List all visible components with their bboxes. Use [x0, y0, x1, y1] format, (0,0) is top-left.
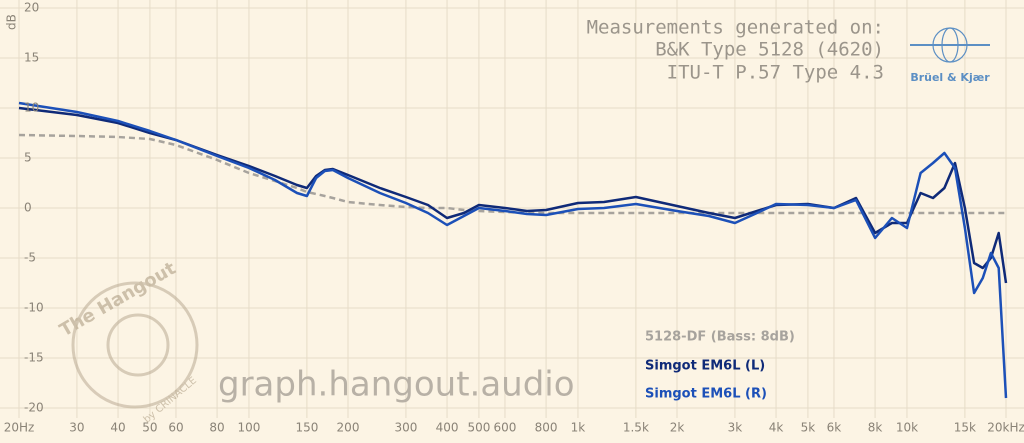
x-tick-label: 80: [209, 421, 224, 435]
y-tick-label: 10: [24, 101, 39, 115]
logo-ring: [71, 281, 199, 409]
y-tick-label: 5: [24, 151, 32, 165]
x-tick-label: 20Hz: [4, 421, 35, 435]
lines: [18, 101, 1008, 399]
x-tick-label: 1.5k: [623, 421, 649, 435]
legend-label: Simgot EM6L (R): [645, 387, 767, 402]
annotation: Measurements generated on:: [587, 17, 884, 39]
watermark: graph.hangout.audio: [218, 365, 575, 405]
series-line: [18, 106, 1008, 284]
y-tick-label: -20: [24, 401, 44, 415]
y-tick-label: -10: [24, 301, 44, 315]
x-tick-label: 300: [394, 421, 417, 435]
legend-label: Simgot EM6L (L): [645, 359, 765, 374]
x-tick-label: 4k: [769, 421, 784, 435]
x-tick-label: 15k: [954, 421, 976, 435]
x-tick-label: 800: [535, 421, 558, 435]
x-tick-label: 100: [238, 421, 261, 435]
x-tick-label: 150: [295, 421, 318, 435]
x-tick-label: 50: [142, 421, 157, 435]
x-tick-label: 30: [69, 421, 84, 435]
y-tick-label: 15: [24, 51, 39, 65]
x-tick-label: 600: [494, 421, 517, 435]
x-tick-label: 400: [436, 421, 459, 435]
x-tick-label: 2k: [670, 421, 685, 435]
brand: Brüel & Kjær: [910, 71, 990, 84]
x-tick-label: 500: [467, 421, 490, 435]
bk-logo: [910, 27, 990, 63]
y-axis-label: dB: [5, 14, 19, 30]
legend: 5128-DF (Bass: 8dB) Simgot EM6L (L) Simgot…: [645, 330, 795, 402]
y-tick-label: -5: [24, 251, 36, 265]
legend-label: 5128-DF (Bass: 8dB): [645, 330, 795, 345]
x-tick-label: 20kHz: [987, 421, 1024, 435]
logo-face: [106, 313, 170, 377]
x-tick-label: 40: [110, 421, 125, 435]
x-tick-label: 200: [337, 421, 360, 435]
x-tick-label: 3k: [728, 421, 743, 435]
y-tick-label: 0: [24, 201, 32, 215]
annotation: ITU-T P.57 Type 4.3: [667, 62, 884, 84]
x-tick-label: 5k: [801, 421, 816, 435]
series-line: [18, 101, 1008, 399]
y-tick-label: 20: [24, 1, 39, 15]
x-tick-label: 60: [168, 421, 183, 435]
x-tick-label: 8k: [868, 421, 883, 435]
x-tick-label: 1k: [571, 421, 586, 435]
x-tick-label: 10k: [896, 421, 918, 435]
annotation: B&K Type 5128 (4620): [655, 39, 884, 61]
y-tick-label: -15: [24, 351, 44, 365]
x-tick-label: 6k: [827, 421, 842, 435]
